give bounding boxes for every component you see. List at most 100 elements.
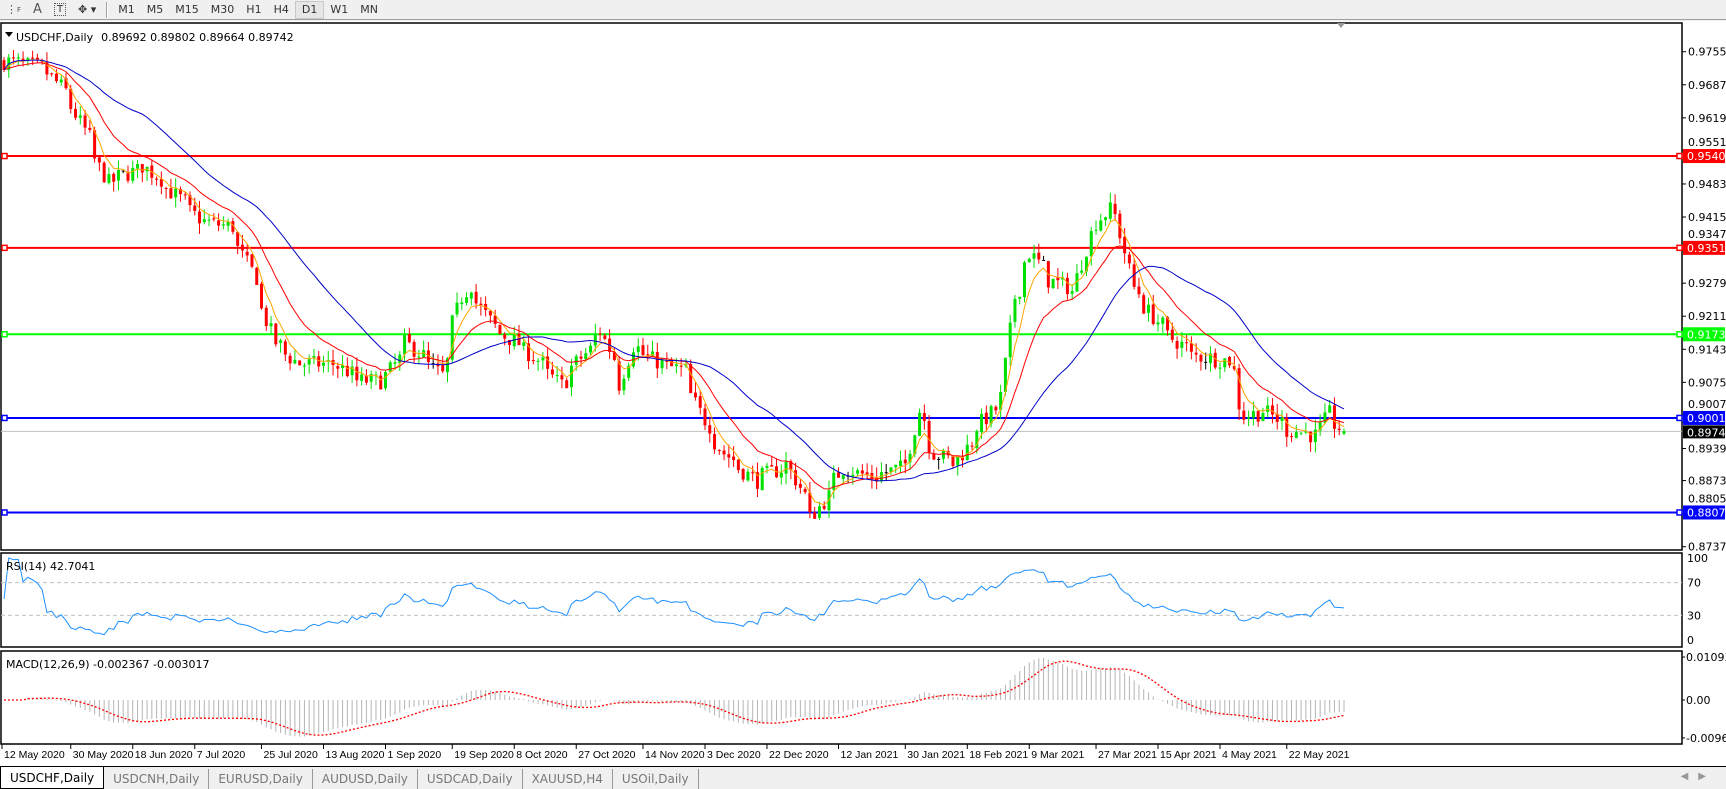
candle-body bbox=[307, 359, 311, 365]
candle-body bbox=[350, 366, 354, 376]
candle-body bbox=[12, 57, 16, 59]
candle-body bbox=[941, 450, 945, 459]
x-axis-label: 12 May 2020 bbox=[4, 749, 65, 761]
timeframe-mn[interactable]: MN bbox=[360, 3, 378, 16]
ma-fast-line bbox=[3, 59, 1345, 506]
timeframe-m1[interactable]: M1 bbox=[118, 3, 135, 16]
candle-body bbox=[1194, 352, 1198, 355]
candle-body bbox=[1270, 405, 1274, 415]
x-axis-label: 7 Jul 2020 bbox=[197, 749, 246, 761]
candle-body bbox=[116, 169, 120, 181]
level-handle-icon bbox=[1, 244, 8, 252]
candle-body bbox=[398, 354, 402, 364]
timeframe-h1[interactable]: H1 bbox=[246, 3, 262, 16]
timeframe-m5[interactable]: M5 bbox=[146, 3, 164, 16]
chart-tab[interactable]: XAUUSD,H4 bbox=[523, 769, 613, 789]
candle-body bbox=[1185, 342, 1189, 344]
candle-body bbox=[531, 360, 535, 362]
candle-body bbox=[569, 365, 573, 388]
timeframe-d1[interactable]: D1 bbox=[294, 0, 325, 19]
candle-body bbox=[1170, 329, 1174, 340]
candle-body bbox=[1290, 436, 1294, 438]
candle-body bbox=[503, 334, 507, 339]
candle-body bbox=[288, 355, 292, 364]
candle-body bbox=[88, 127, 92, 130]
candle-body bbox=[565, 380, 569, 389]
candle-body bbox=[574, 356, 578, 365]
current-price-label: 0.89742 bbox=[1687, 426, 1726, 439]
candle-body bbox=[78, 115, 82, 118]
tab-scroll-arrows-icon[interactable]: ◀▶ bbox=[1680, 771, 1716, 782]
chart-tab[interactable]: AUDUSD,Daily bbox=[313, 769, 418, 789]
candle-body bbox=[1294, 432, 1298, 438]
candle-body bbox=[1051, 278, 1055, 289]
candle-body bbox=[679, 365, 683, 367]
candle-body bbox=[293, 359, 297, 364]
candle-body bbox=[1132, 264, 1136, 287]
chart-tab[interactable]: USDCAD,Daily bbox=[418, 769, 523, 789]
candle-body bbox=[589, 345, 593, 353]
candle-body bbox=[837, 472, 841, 478]
x-axis-label: 1 Sep 2020 bbox=[387, 749, 441, 761]
candle-body bbox=[622, 378, 626, 391]
candle-body bbox=[450, 315, 454, 360]
candle-body bbox=[922, 413, 926, 421]
candle-body bbox=[93, 130, 97, 159]
macd-axis-label: -0.009653 bbox=[1686, 732, 1726, 745]
candle-body bbox=[1161, 317, 1165, 324]
timeframe-group: M1 M5 M15 M30 H1 H4 D1 W1 MN bbox=[112, 0, 384, 19]
chart-tab[interactable]: EURUSD,Daily bbox=[209, 769, 313, 789]
candle-body bbox=[231, 221, 235, 232]
candle-body bbox=[1280, 417, 1284, 422]
candle-body bbox=[765, 465, 769, 468]
level-handle-icon bbox=[1, 509, 8, 516]
candle-body bbox=[1127, 254, 1131, 264]
candle-body bbox=[1013, 298, 1017, 322]
chart-tab[interactable]: USOil,Daily bbox=[613, 769, 699, 789]
candle-body bbox=[1299, 432, 1303, 434]
candle-body bbox=[302, 365, 306, 367]
timeframe-h4[interactable]: H4 bbox=[273, 3, 289, 16]
timeframe-w1[interactable]: W1 bbox=[330, 3, 349, 16]
symbol-label: USDCHF,Daily bbox=[16, 31, 94, 44]
candle-body bbox=[708, 425, 712, 434]
candle-body bbox=[1218, 367, 1222, 369]
candle-body bbox=[937, 458, 941, 460]
arrows-icon[interactable]: ✥ ▾ bbox=[78, 3, 97, 16]
grid-icon[interactable]: ⋮ F bbox=[6, 3, 22, 16]
candle-body bbox=[832, 472, 836, 490]
chart-info-label: USDCHF,Daily 0.89692 0.89802 0.89664 0.89… bbox=[16, 31, 294, 44]
candle-body bbox=[803, 488, 807, 493]
candle-body bbox=[474, 291, 478, 304]
candle-body bbox=[74, 108, 78, 118]
x-axis-label: 22 Dec 2020 bbox=[769, 749, 829, 761]
timeframe-m30[interactable]: M30 bbox=[210, 3, 235, 16]
candle-body bbox=[1237, 368, 1241, 410]
text-label-icon[interactable]: T bbox=[48, 1, 72, 19]
x-axis-label: 13 Aug 2020 bbox=[326, 749, 385, 761]
candle-body bbox=[970, 445, 974, 447]
timeframe-m15[interactable]: M15 bbox=[175, 3, 199, 16]
text-tool-button[interactable]: A bbox=[33, 2, 42, 17]
chart-tab[interactable]: USDCHF,Daily bbox=[0, 767, 105, 789]
candle-body bbox=[412, 341, 416, 357]
level-handle-icon bbox=[1676, 152, 1683, 160]
x-axis-label: 18 Jun 2020 bbox=[135, 749, 193, 761]
current-price-badge bbox=[1683, 425, 1725, 439]
candle-body bbox=[260, 283, 264, 309]
ma-slow-line bbox=[3, 59, 1345, 482]
candle-body bbox=[1213, 352, 1217, 368]
rsi-panel bbox=[0, 552, 1683, 648]
candle-body bbox=[1342, 431, 1346, 434]
candle-body bbox=[469, 292, 473, 299]
candle-body bbox=[379, 375, 383, 390]
candle-body bbox=[1251, 411, 1255, 418]
chart-tab[interactable]: USDCNH,Daily bbox=[104, 769, 210, 789]
